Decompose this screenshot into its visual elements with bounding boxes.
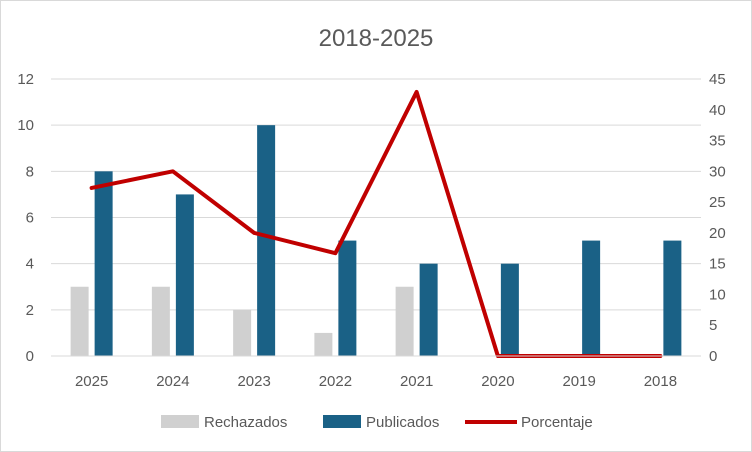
left-axis-tick-label: 6 [26,210,34,227]
right-axis-tick-label: 0 [709,348,717,365]
chart-title: 2018-2025 [319,25,434,52]
bar-series [70,125,682,357]
legend-label-porcentaje: Porcentaje [521,414,593,431]
right-axis-tick-label: 20 [709,225,726,242]
x-axis-tick-label: 2021 [400,373,433,390]
x-axis-tick-label: 2025 [75,373,108,390]
legend-label-rechazados: Rechazados [204,414,287,431]
legend-swatch-rechazados [161,415,199,428]
x-axis-tick-label: 2022 [319,373,352,390]
left-axis-ticks: 0 2 4 6 8 10 12 [17,71,34,365]
bar-publicados-2019 [582,240,601,356]
legend-label-publicados: Publicados [366,414,439,431]
bar-publicados-2025 [94,171,113,356]
bar-rechazados-2024 [151,286,170,356]
left-axis-tick-label: 2 [26,302,34,319]
legend: Rechazados Publicados Porcentaje [161,414,593,431]
bar-publicados-2023 [257,125,276,357]
x-axis-tick-label: 2024 [156,373,189,390]
bar-publicados-2021 [419,263,438,356]
bar-rechazados-2022 [314,332,333,356]
left-axis-tick-label: 4 [26,256,34,273]
left-axis-tick-label: 10 [17,117,34,134]
right-axis-tick-label: 35 [709,133,726,150]
right-axis-ticks: 0 5 10 15 20 25 30 35 40 45 [709,71,726,365]
x-axis-tick-label: 2018 [644,373,677,390]
bar-publicados-2018 [663,240,682,356]
bar-rechazados-2021 [395,286,414,356]
gridlines [51,78,701,357]
bar-rechazados-2025 [70,286,89,356]
bar-publicados-2024 [175,194,194,356]
right-axis-tick-label: 10 [709,286,726,303]
right-axis-tick-label: 30 [709,163,726,180]
legend-swatch-publicados [323,415,361,428]
x-axis-tick-label: 2019 [562,373,595,390]
left-axis-tick-label: 8 [26,163,34,180]
right-axis-tick-label: 45 [709,71,726,88]
x-axis-tick-label: 2023 [237,373,270,390]
right-axis-tick-label: 5 [709,317,717,334]
left-axis-tick-label: 0 [26,348,34,365]
left-axis-tick-label: 12 [17,71,34,88]
bar-publicados-2022 [338,240,357,356]
bar-publicados-2020 [500,263,519,356]
right-axis-tick-label: 25 [709,194,726,211]
bar-rechazados-2023 [233,309,252,356]
right-axis-tick-label: 15 [709,256,726,273]
x-axis-tick-label: 2020 [481,373,514,390]
x-axis-ticks: 2025 2024 2023 2022 2021 2020 2019 2018 [51,355,701,390]
right-axis-tick-label: 40 [709,102,726,119]
